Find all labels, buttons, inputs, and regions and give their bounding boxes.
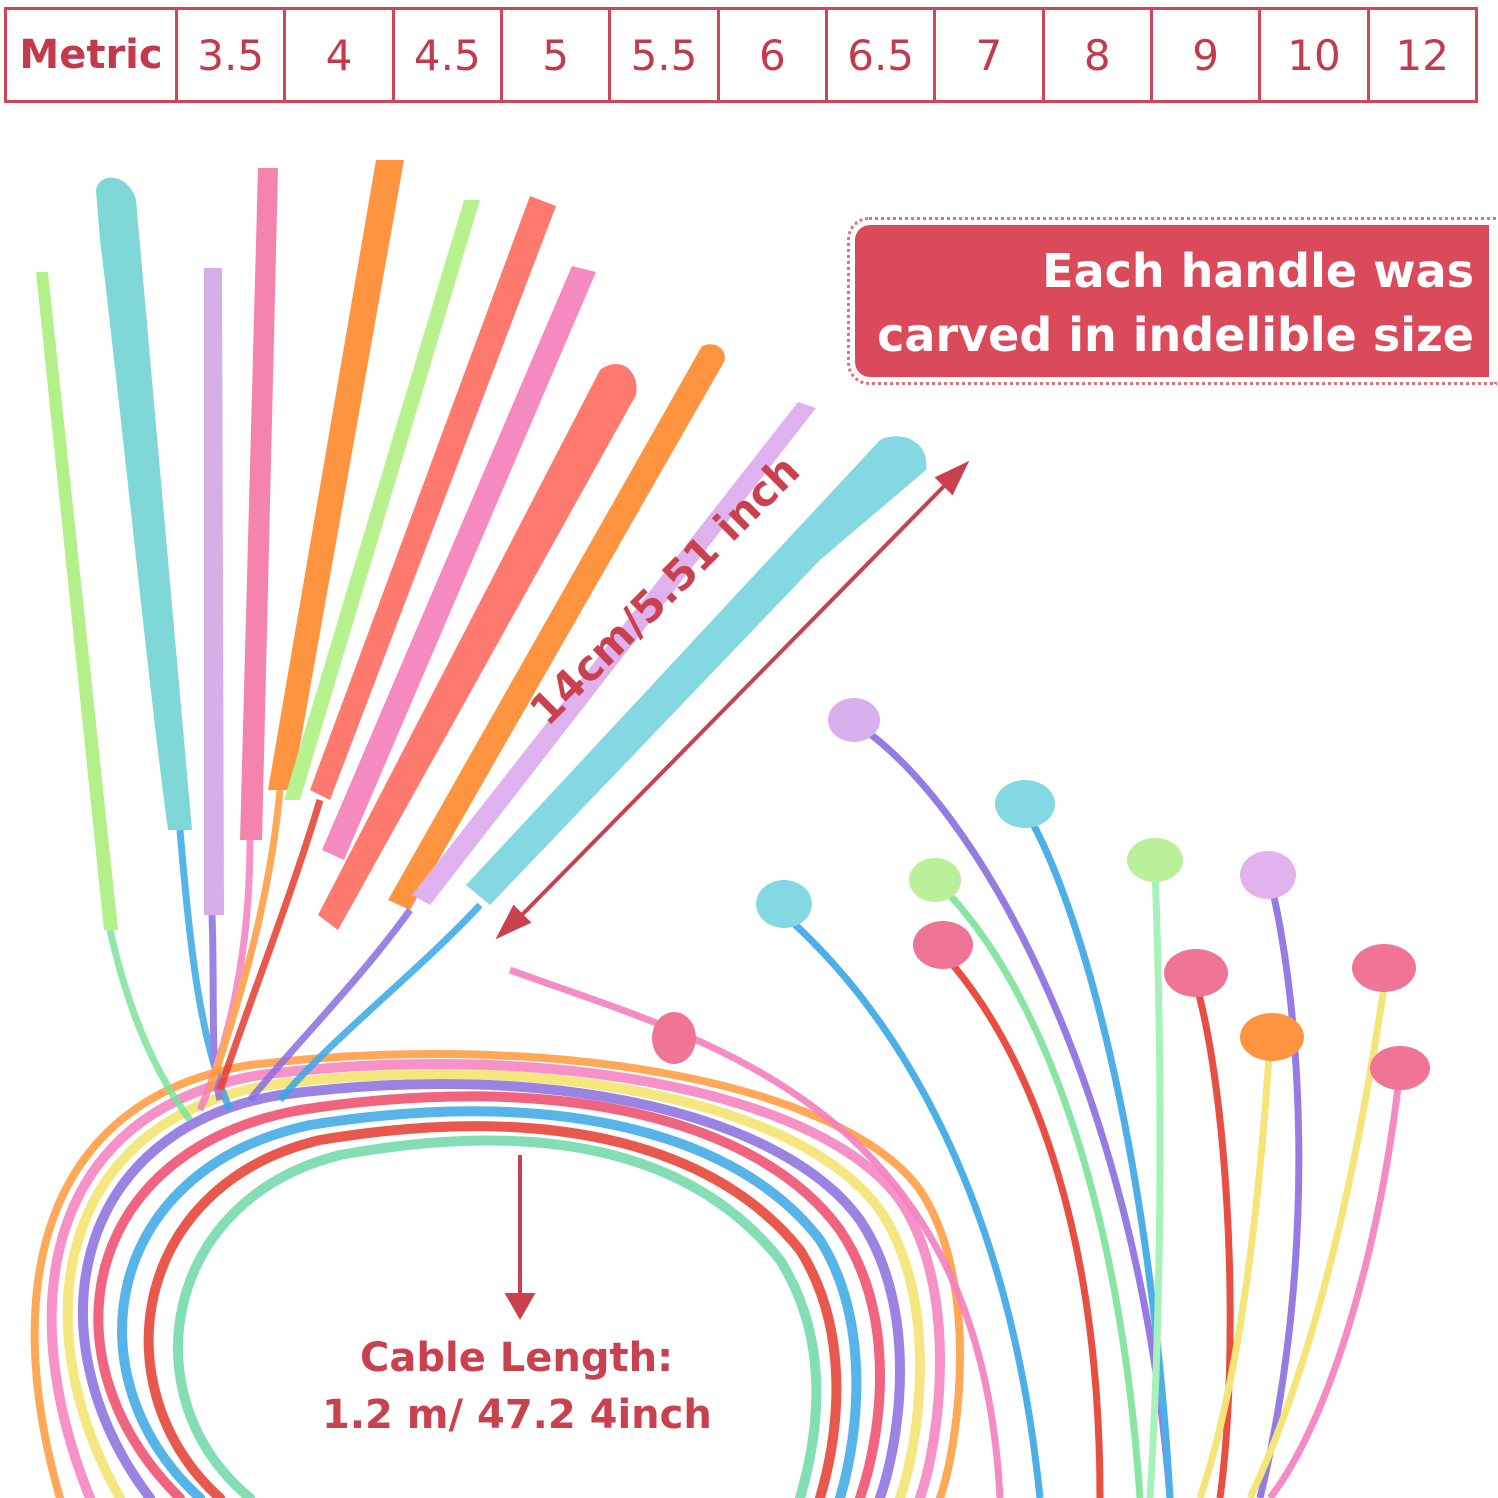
info-banner: Each handle was carved in indelible size [847, 217, 1497, 385]
banner-line-2: carved in indelible size [877, 308, 1474, 362]
cable-length-value: 1.2 m/ 47.2 4inch [322, 1392, 712, 1438]
size-table: Metric 3.5 4 4.5 5 5.5 6 6.5 7 8 9 10 12 [4, 7, 1478, 103]
size-cell: 6.5 [824, 10, 933, 100]
size-cell: 3.5 [175, 10, 283, 100]
size-cell: 6 [716, 10, 825, 100]
size-cell: 4.5 [391, 10, 500, 100]
cable-length-title: Cable Length: [360, 1335, 674, 1381]
size-cell: 7 [933, 10, 1041, 100]
size-cell: 5 [499, 10, 608, 100]
size-cell: 10 [1258, 10, 1366, 100]
banner-line-1: Each handle was [1042, 244, 1474, 298]
size-cell: 9 [1149, 10, 1258, 100]
size-cell: 5.5 [608, 10, 716, 100]
size-cell: 8 [1041, 10, 1150, 100]
size-label: Metric [19, 32, 163, 78]
size-cell: 4 [283, 10, 391, 100]
size-cell: 12 [1366, 10, 1475, 100]
